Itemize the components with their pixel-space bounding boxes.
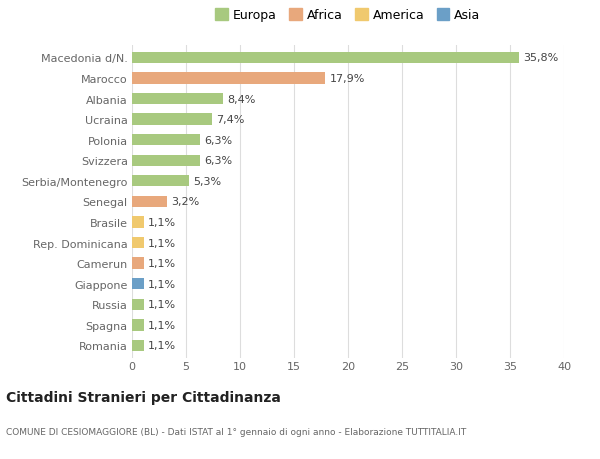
Text: 6,3%: 6,3%	[205, 156, 232, 166]
Bar	[132, 279, 144, 290]
Text: 1,1%: 1,1%	[148, 320, 176, 330]
Text: 6,3%: 6,3%	[205, 135, 232, 146]
Text: 1,1%: 1,1%	[148, 279, 176, 289]
Bar	[132, 134, 200, 146]
Text: Cittadini Stranieri per Cittadinanza: Cittadini Stranieri per Cittadinanza	[6, 391, 281, 405]
Bar	[132, 217, 144, 228]
Legend: Europa, Africa, America, Asia: Europa, Africa, America, Asia	[211, 4, 485, 27]
Text: 35,8%: 35,8%	[523, 53, 558, 63]
Text: 1,1%: 1,1%	[148, 218, 176, 228]
Text: 3,2%: 3,2%	[171, 197, 199, 207]
Bar	[132, 237, 144, 249]
Text: 5,3%: 5,3%	[194, 176, 221, 186]
Text: COMUNE DI CESIOMAGGIORE (BL) - Dati ISTAT al 1° gennaio di ogni anno - Elaborazi: COMUNE DI CESIOMAGGIORE (BL) - Dati ISTA…	[6, 427, 466, 436]
Bar	[132, 319, 144, 331]
Text: 1,1%: 1,1%	[148, 258, 176, 269]
Bar	[132, 176, 189, 187]
Bar	[132, 53, 518, 64]
Bar	[132, 114, 212, 125]
Bar	[132, 196, 167, 207]
Bar	[132, 73, 325, 84]
Text: 17,9%: 17,9%	[329, 74, 365, 84]
Bar	[132, 299, 144, 310]
Text: 1,1%: 1,1%	[148, 341, 176, 351]
Text: 8,4%: 8,4%	[227, 94, 256, 104]
Bar	[132, 155, 200, 167]
Text: 1,1%: 1,1%	[148, 300, 176, 310]
Text: 1,1%: 1,1%	[148, 238, 176, 248]
Bar	[132, 340, 144, 351]
Bar	[132, 258, 144, 269]
Bar	[132, 94, 223, 105]
Text: 7,4%: 7,4%	[216, 115, 245, 125]
